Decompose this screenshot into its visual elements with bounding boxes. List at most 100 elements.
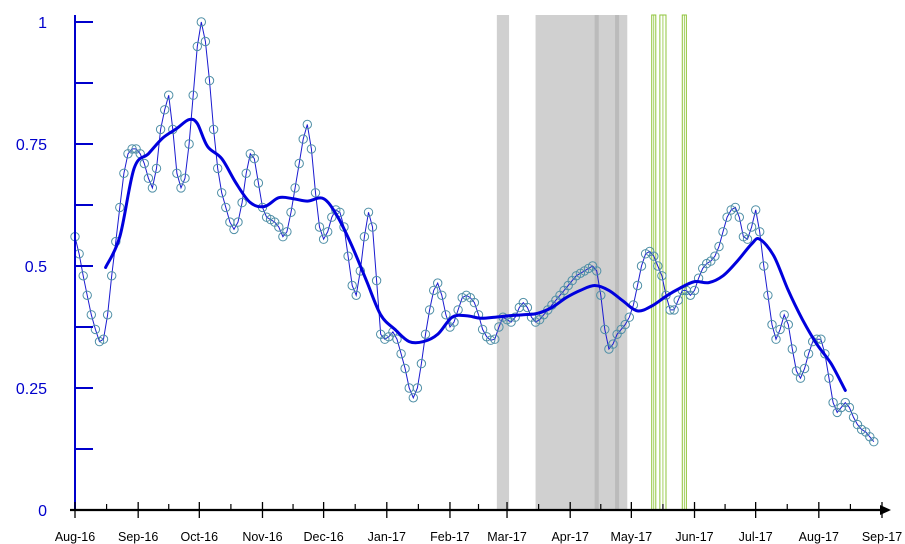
raw-point-37 bbox=[221, 202, 231, 213]
raw-point-71 bbox=[359, 232, 370, 242]
raw-point-88 bbox=[429, 285, 439, 296]
raw-point-157 bbox=[710, 251, 720, 261]
raw-point-90 bbox=[437, 290, 447, 300]
raw-point-103 bbox=[490, 334, 500, 344]
raw-point-61 bbox=[318, 234, 329, 244]
raw-point-34 bbox=[208, 124, 219, 135]
raw-point-67 bbox=[343, 251, 353, 261]
raw-point-62 bbox=[323, 227, 333, 237]
raw-point-31 bbox=[196, 17, 207, 27]
raw-point-29 bbox=[188, 90, 198, 100]
raw-point-100 bbox=[477, 324, 488, 335]
raw-point-139 bbox=[636, 261, 647, 271]
raw-point-83 bbox=[408, 393, 418, 403]
x-tick-label-9: May-17 bbox=[610, 530, 652, 544]
raw-point-74 bbox=[371, 275, 382, 286]
smoothed-series bbox=[104, 117, 847, 392]
raw-point-196 bbox=[869, 437, 879, 447]
raw-point-136 bbox=[624, 312, 634, 322]
raw-point-39 bbox=[229, 224, 239, 235]
y-tick-label-3: 0.75 bbox=[16, 137, 47, 154]
raw-point-176 bbox=[787, 344, 797, 354]
x-tick-label-2: Oct-16 bbox=[181, 530, 219, 544]
raw-point-52 bbox=[282, 227, 292, 237]
raw-point-184 bbox=[820, 349, 830, 359]
raw-point-5 bbox=[90, 324, 101, 335]
raw-point-56 bbox=[298, 134, 308, 144]
raw-point-132 bbox=[608, 339, 618, 349]
raw-point-108 bbox=[510, 312, 520, 322]
raw-point-168 bbox=[755, 227, 765, 237]
x-tick-label-10: Jun-17 bbox=[675, 530, 713, 544]
shaded-bands bbox=[496, 14, 687, 511]
raw-point-54 bbox=[290, 183, 300, 193]
raw-point-167 bbox=[751, 205, 761, 215]
y-tick-label-0: 0 bbox=[38, 503, 47, 520]
x-tick-label-7: Mar-17 bbox=[487, 530, 527, 544]
raw-point-169 bbox=[759, 261, 769, 271]
raw-point-172 bbox=[771, 334, 781, 344]
raw-series bbox=[70, 17, 879, 447]
raw-point-144 bbox=[657, 271, 667, 281]
raw-point-98 bbox=[469, 297, 480, 308]
raw-point-81 bbox=[400, 363, 410, 374]
raw-point-11 bbox=[115, 202, 125, 213]
raw-point-80 bbox=[396, 349, 406, 359]
raw-point-89 bbox=[433, 278, 443, 288]
raw-point-27 bbox=[180, 173, 190, 183]
raw-point-20 bbox=[151, 163, 162, 174]
raw-point-79 bbox=[392, 334, 402, 344]
raw-point-148 bbox=[673, 295, 683, 305]
raw-point-9 bbox=[107, 271, 117, 281]
raw-point-3 bbox=[82, 290, 92, 300]
raw-point-58 bbox=[306, 144, 317, 154]
x-tick-label-6: Feb-17 bbox=[430, 530, 470, 544]
raw-point-45 bbox=[253, 178, 264, 188]
raw-point-138 bbox=[632, 280, 643, 291]
raw-point-179 bbox=[799, 363, 810, 374]
raw-point-44 bbox=[249, 153, 260, 164]
gray-band-1 bbox=[535, 15, 599, 510]
raw-point-165 bbox=[742, 234, 753, 244]
raw-point-33 bbox=[204, 75, 215, 86]
raw-point-32 bbox=[200, 36, 211, 47]
raw-point-72 bbox=[363, 207, 374, 218]
axes: 0 0.25 0.5 0.75 1 Aug-16 Sep-16 Oct-16 Nov-16 Dec… bbox=[16, 15, 902, 544]
raw-point-14 bbox=[127, 144, 137, 154]
x-tick-label-8: Apr-17 bbox=[551, 530, 589, 544]
raw-point-50 bbox=[274, 222, 284, 232]
raw-point-191 bbox=[848, 412, 859, 422]
raw-point-69 bbox=[351, 290, 361, 300]
raw-point-35 bbox=[213, 163, 223, 174]
y-tick-label-1: 0.25 bbox=[16, 381, 47, 398]
raw-point-63 bbox=[327, 212, 337, 222]
raw-point-130 bbox=[600, 324, 610, 335]
raw-point-93 bbox=[449, 317, 459, 327]
raw-point-28 bbox=[184, 139, 194, 149]
raw-point-152 bbox=[689, 285, 700, 296]
gray-band-0 bbox=[496, 15, 510, 510]
raw-point-30 bbox=[192, 41, 203, 52]
x-tick-label-3: Nov-16 bbox=[242, 530, 282, 544]
raw-point-102 bbox=[486, 335, 496, 345]
raw-point-4 bbox=[86, 310, 97, 320]
raw-point-84 bbox=[412, 383, 423, 393]
raw-point-180 bbox=[803, 349, 814, 359]
raw-point-2 bbox=[78, 271, 88, 281]
raw-point-73 bbox=[367, 222, 378, 232]
raw-point-104 bbox=[494, 322, 504, 332]
raw-point-111 bbox=[522, 302, 533, 313]
raw-point-55 bbox=[294, 158, 304, 169]
raw-point-162 bbox=[730, 202, 740, 213]
raw-point-26 bbox=[176, 183, 186, 193]
x-tick-label-13: Sep-17 bbox=[862, 530, 902, 544]
y-tick-label-4: 1 bbox=[38, 15, 47, 32]
raw-point-22 bbox=[160, 105, 170, 115]
raw-point-87 bbox=[424, 305, 435, 315]
raw-point-17 bbox=[139, 158, 150, 169]
raw-point-59 bbox=[310, 188, 321, 198]
raw-point-18 bbox=[143, 173, 154, 183]
raw-point-135 bbox=[620, 319, 630, 330]
raw-point-143 bbox=[653, 261, 663, 271]
